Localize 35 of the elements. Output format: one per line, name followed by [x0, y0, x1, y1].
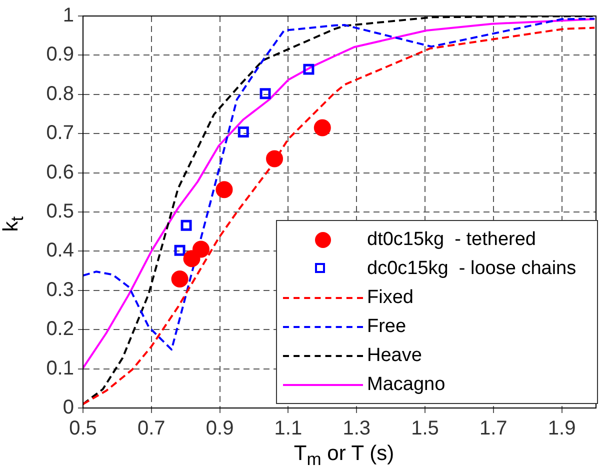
x-tick-label: 1.3 — [342, 418, 371, 440]
x-tick-label: 0.9 — [206, 418, 234, 440]
x-tick-label: 1.7 — [479, 418, 508, 440]
y-tick-label: 1 — [62, 4, 74, 27]
y-tick-label: 0.9 — [46, 44, 74, 66]
legend-label: Heave — [367, 344, 422, 366]
legend-label: Macagno — [367, 374, 446, 396]
y-tick-label: 0.4 — [46, 240, 74, 262]
legend-label: Fixed — [367, 286, 414, 308]
point — [303, 64, 314, 75]
point — [260, 88, 271, 100]
point — [238, 126, 249, 138]
point — [174, 244, 186, 256]
point — [216, 181, 233, 198]
x-tick-label: 0.7 — [137, 418, 166, 440]
y-tick-label: 0.3 — [46, 278, 74, 301]
y-tick-label: 0.1 — [46, 357, 74, 380]
point — [266, 150, 284, 168]
x-tick-label: 1.1 — [274, 418, 302, 440]
y-tick-label: 0.5 — [46, 200, 74, 223]
point — [192, 240, 210, 258]
point — [180, 220, 192, 231]
y-tick-label: 0.2 — [46, 318, 74, 340]
y-tick-label: 0.7 — [46, 122, 74, 144]
y-tick-label: 0.6 — [46, 161, 74, 184]
x-tick-label: 1.5 — [411, 418, 439, 440]
point — [314, 119, 331, 136]
y-tick-label: 0.8 — [46, 82, 74, 105]
legend-label: Free — [367, 316, 406, 338]
legend-label: dc0c15kg - loose chains — [367, 258, 576, 280]
legend-label: dt0c15kg - tethered — [367, 228, 536, 250]
y-tick-label: 0 — [62, 396, 74, 419]
point — [171, 270, 188, 288]
x-axis-title: T$_{m}$ or T (s) — [292, 442, 396, 470]
x-tick-label: 1.9 — [548, 418, 576, 440]
